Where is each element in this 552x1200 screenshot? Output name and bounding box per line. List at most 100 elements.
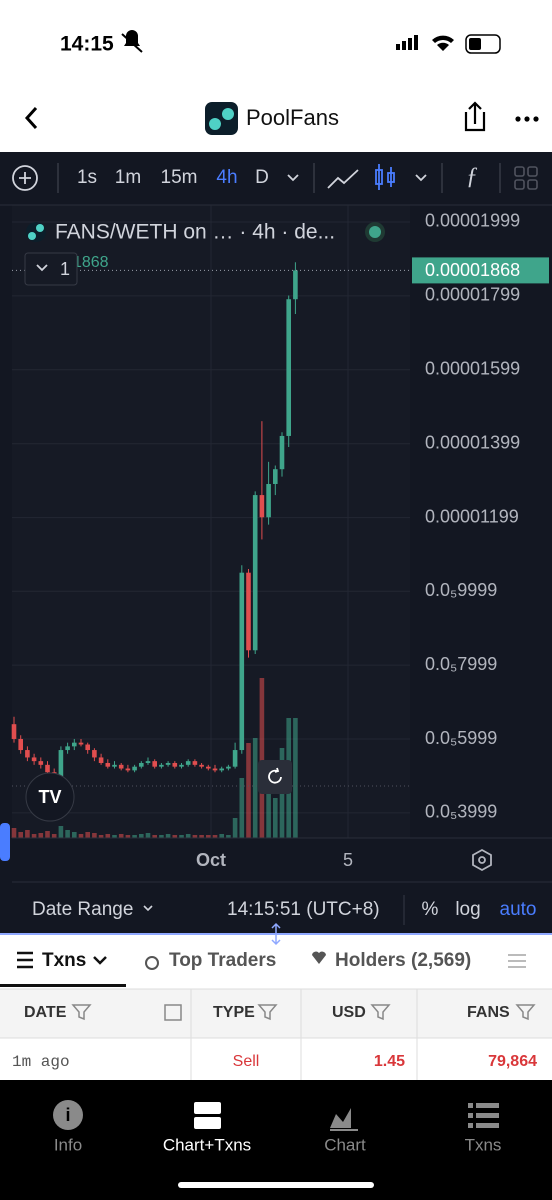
status-dot <box>369 226 381 238</box>
filter-button[interactable] <box>515 1004 536 1021</box>
volume-bar <box>179 835 184 838</box>
status-icons <box>121 30 501 54</box>
volume-bar <box>172 835 178 838</box>
calendar-button[interactable] <box>164 1004 182 1021</box>
footer-time: 14:15:51 (UTC+8) <box>227 899 380 920</box>
candle-body <box>226 766 231 769</box>
layout-button[interactable] <box>514 166 538 190</box>
settings-button[interactable] <box>472 848 492 872</box>
indicators-button[interactable]: ƒ <box>466 164 478 190</box>
interval-menu[interactable] <box>287 174 299 182</box>
y-tick-label: 0.00001799 <box>425 285 520 305</box>
auto-toggle[interactable]: auto <box>500 899 537 920</box>
app-logo <box>205 102 238 135</box>
y-tick-label: 0.0₅3999 <box>425 802 497 822</box>
interval-button[interactable]: 1s <box>77 167 97 188</box>
add-button[interactable] <box>12 165 38 191</box>
txns-tab-icon <box>17 951 33 969</box>
tradingview-logo[interactable] <box>25 772 75 822</box>
nav-info[interactable]: Info <box>54 1135 82 1154</box>
candle-body <box>18 738 23 751</box>
info-glyph: i <box>65 1105 70 1125</box>
share-button[interactable] <box>464 101 486 132</box>
volume-bar <box>192 835 198 838</box>
y-tick-label: 0.0₅7999 <box>425 654 497 674</box>
tab-top-traders[interactable]: Top Traders <box>169 950 276 971</box>
candle-body <box>185 761 191 765</box>
nav-chart[interactable]: Chart <box>324 1135 366 1154</box>
volume-bar <box>226 835 231 838</box>
nav-txns[interactable]: Txns <box>465 1135 502 1154</box>
signal <box>396 44 400 50</box>
chart-txns-icon <box>194 1117 221 1129</box>
side-handle[interactable] <box>0 823 10 861</box>
legend-title: FANS/WETH on … · 4h · de... <box>55 221 335 244</box>
y-tick-label: 0.0₅9999 <box>425 580 497 600</box>
chart-style-line[interactable] <box>327 169 359 189</box>
cell-fans: 79,864 <box>488 1053 537 1070</box>
more-tabs[interactable] <box>508 954 526 968</box>
candle-body <box>279 435 285 470</box>
tab-txns[interactable]: Txns <box>42 950 86 971</box>
volume-bar <box>266 778 271 838</box>
filter-button[interactable] <box>370 1004 391 1021</box>
interval-button[interactable]: 4h <box>216 167 237 188</box>
interval-button[interactable]: D <box>255 167 269 188</box>
volume-bar <box>206 835 211 838</box>
candle-body <box>31 757 37 762</box>
candle-body <box>266 483 271 518</box>
candle-body <box>11 724 17 739</box>
candle-body <box>286 299 291 436</box>
tab-txns-menu[interactable] <box>93 956 107 965</box>
more-button[interactable] <box>515 116 539 122</box>
volume-bar <box>98 835 104 838</box>
app-logo-drop <box>209 118 221 130</box>
volume-bar <box>65 830 70 838</box>
reset-button[interactable] <box>258 760 292 794</box>
volume-bar <box>125 835 131 838</box>
interval-button[interactable]: 15m <box>161 167 198 188</box>
signal <box>414 35 418 50</box>
chart-style-candles[interactable] <box>375 164 395 190</box>
candle-body <box>159 764 164 767</box>
tab-underline <box>0 984 126 987</box>
volume-bar <box>232 818 238 838</box>
y-tick-label: 0.00001199 <box>425 506 519 526</box>
candle-body <box>199 764 204 767</box>
interval-button[interactable]: 1m <box>115 167 141 188</box>
volume-bar <box>293 718 298 838</box>
percent-toggle[interactable]: % <box>422 899 439 920</box>
back-button[interactable] <box>24 106 38 130</box>
y-tick-label: 0.00001599 <box>425 359 520 379</box>
volume-bar <box>259 678 265 838</box>
wifi-icon <box>432 35 454 51</box>
indicator-toggle[interactable] <box>24 252 78 286</box>
candle-body <box>179 764 184 767</box>
nav-chart-txns[interactable]: Chart+Txns <box>163 1135 251 1154</box>
signal <box>402 41 406 50</box>
volume-bar <box>11 828 17 838</box>
volume-bar <box>58 826 64 838</box>
column-header: TYPE <box>213 1004 255 1021</box>
candle-body <box>259 495 265 518</box>
volume-bar <box>72 832 77 838</box>
candle-body <box>293 270 298 300</box>
reset-icon <box>268 767 282 784</box>
chart-txns-icon <box>194 1102 221 1114</box>
volume-bar <box>145 833 151 838</box>
filter-button[interactable] <box>71 1004 92 1021</box>
log-toggle[interactable]: log <box>455 899 480 920</box>
tab-holders[interactable]: Holders (2,569) <box>335 950 471 971</box>
holders-icon <box>312 951 326 964</box>
volume-bar <box>132 835 137 838</box>
style-menu[interactable] <box>415 174 427 182</box>
candle-body <box>212 768 218 771</box>
resize-handle[interactable] <box>271 922 281 946</box>
candle-body <box>145 761 151 763</box>
candle-body <box>172 762 178 767</box>
volume-bar <box>199 835 204 838</box>
volume-bar <box>239 778 245 838</box>
date-range-button[interactable]: Date Range <box>32 899 133 920</box>
filter-button[interactable] <box>257 1004 278 1021</box>
